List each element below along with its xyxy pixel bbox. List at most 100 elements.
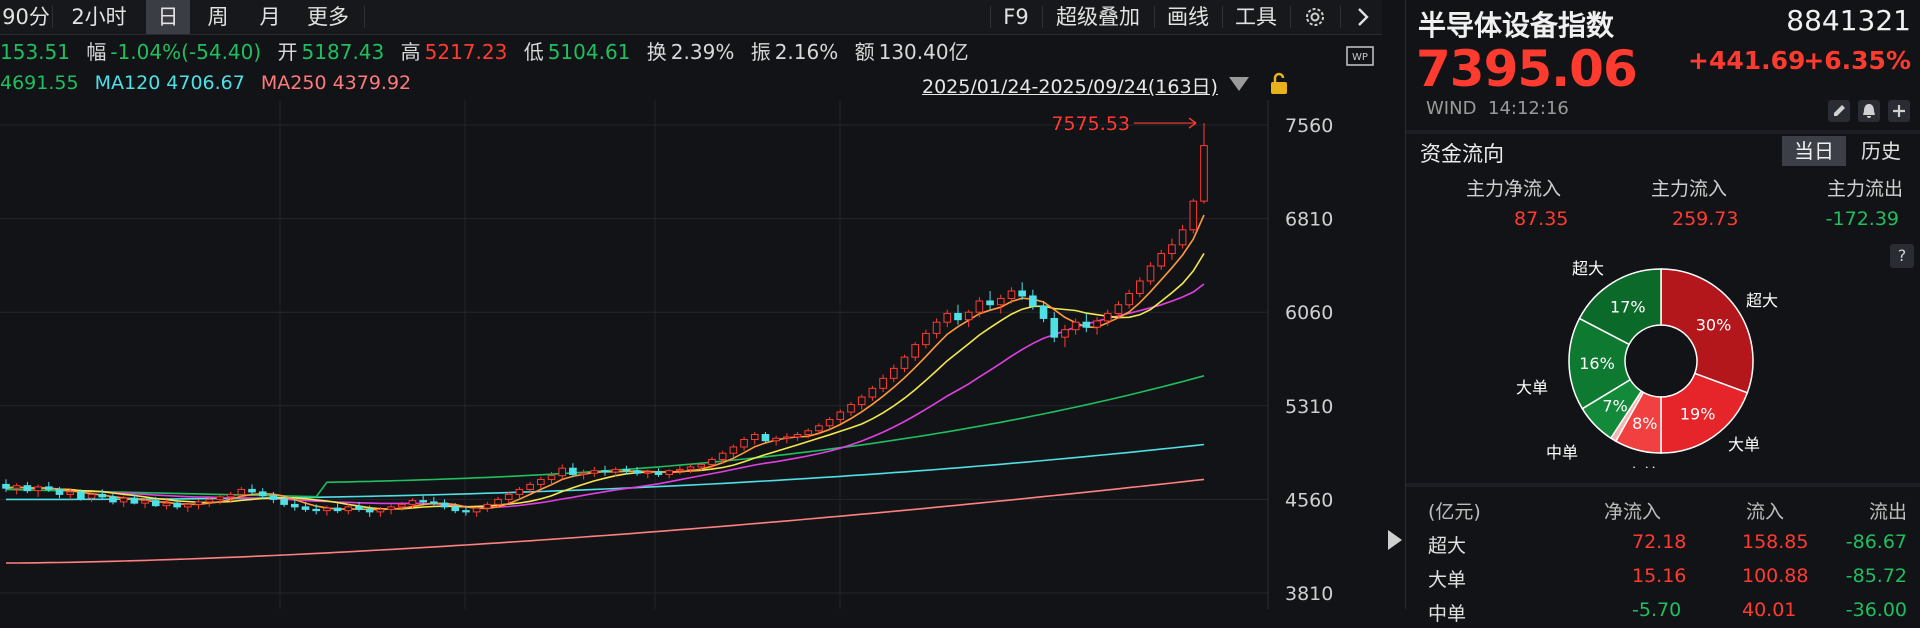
candle-body [419,500,427,503]
candle-body [601,470,609,473]
candle-body [173,502,181,508]
candle-body [975,300,984,313]
candle-body [462,510,470,513]
collapse-arrow-icon[interactable] [1386,528,1404,556]
candle-body [66,491,74,495]
candlestick-chart[interactable]: 7560 6810 6060 5310 4560 3810 7575.53 [0,100,1382,609]
candle-body [226,493,235,498]
quote-info-row: 153.51 幅 -1.04%(-54.40) 开 5187.43 高 5217.23… [0,37,979,67]
bell-icon[interactable] [1858,100,1880,126]
candle-body [547,475,556,480]
amount-label: 额 [854,40,875,64]
candle-body [922,332,930,346]
candle-body [280,498,288,505]
candle-body [665,470,673,475]
ma250-label: MA250 [260,72,327,94]
period-month[interactable]: 月 [259,5,281,29]
candle-body [333,507,342,512]
candle-body [141,500,149,504]
super-overlay-button[interactable]: 超级叠加 [1056,5,1140,29]
row-label: 超大 [1428,535,1467,557]
ma250-line [6,478,1205,564]
donut-slice-pct: 17% [1610,297,1646,316]
period-more[interactable]: 更多 [307,5,349,29]
unit-header: (亿元) [1428,501,1481,523]
donut-slice [1578,268,1662,346]
donut-slice-pct: 16% [1579,354,1615,373]
candle-body [825,419,834,427]
candle-body [815,425,823,432]
donut-slice-label: 超大 [1572,259,1604,278]
tools-button[interactable]: 工具 [1235,5,1277,29]
donut-slice-label: 大单 [1728,435,1760,454]
candle-body [879,377,887,389]
lock-icon[interactable] [1268,72,1290,100]
candle-body [430,501,438,504]
row-net-in: -5.70 [1632,599,1682,621]
table-row: 中单 -5.70 40.01 -36.00 [1406,594,1920,628]
candle-body [376,508,385,513]
draw-line-button[interactable]: 画线 [1167,5,1209,29]
period-toolbar: 90分 2小时 日 周 月 更多 F9 超级叠加 画线 工具 [0,0,1382,35]
period-90min[interactable]: 90分 [2,5,50,29]
settings-gear-icon[interactable] [1296,0,1334,34]
period-day[interactable]: 日 [146,0,190,34]
y-tick-label: 7560 [1285,115,1333,137]
donut-slice-label: 大单 [1516,378,1548,397]
candle-body [1200,145,1208,202]
candle-body [344,506,353,512]
candle-body [1157,253,1166,267]
donut-slice-label: 超大 [1746,291,1778,310]
candle-body [408,500,417,505]
chart-grid [0,100,1268,609]
y-axis: 7560 6810 6060 5310 4560 3810 [1267,100,1333,609]
candle-body [34,486,42,492]
candle-body [87,493,96,499]
help-icon[interactable]: ? [1890,244,1914,268]
candle-body [1029,295,1037,307]
candle-body [1103,312,1112,322]
candle-body [569,467,577,475]
candle-body [365,508,374,513]
candle-body [323,507,331,512]
turnover-value: 2.39% [670,40,735,64]
dropdown-triangle-icon[interactable] [1228,76,1250,96]
divider [1406,483,1920,487]
ma5-line [5,214,1205,511]
period-week[interactable]: 周 [207,5,229,29]
candle-body [740,438,748,448]
candle-body [868,387,877,398]
main-in-value: 259.73 [1672,208,1739,230]
period-2hour[interactable]: 2小时 [71,5,127,29]
f9-button[interactable]: F9 [1003,5,1029,29]
divider [1406,130,1920,134]
high-label: 高 [400,40,421,64]
date-range[interactable]: 2025/01/24-2025/09/24(163日) [922,76,1218,98]
candle-body [686,466,695,470]
tab-history[interactable]: 历史 [1861,139,1901,163]
candle-body [184,503,192,508]
y-tick-label: 4560 [1285,489,1333,511]
candle-body [12,485,21,489]
main-net-in-value: 87.35 [1514,208,1569,230]
edit-icon[interactable] [1828,100,1850,126]
donut-slice-pct: 7% [1602,397,1627,416]
wp-icon[interactable]: WP [1346,46,1374,70]
divider [1340,6,1341,28]
ma-info-row: 4691.55 MA120 4706.67 MA250 4379.92 [0,68,421,98]
candle-body [130,497,139,504]
candle-body [804,430,813,436]
candle-body [109,496,117,503]
candle-body [986,300,994,306]
divider [1154,6,1155,28]
index-code: 8841321 [1786,4,1911,37]
candle-body [697,463,706,468]
candle-body [515,488,524,495]
tab-today[interactable]: 当日 [1782,136,1846,166]
add-icon[interactable] [1888,100,1910,126]
divider [1042,6,1043,28]
candle-body [440,502,449,508]
table-row: 超大 72.18 158.85 -86.67 [1406,526,1920,560]
quote-panel: 半导体设备指数 8841321 7395.06 +441.69 +6.35% W… [1405,0,1920,625]
chevron-right-icon[interactable] [1346,0,1380,34]
